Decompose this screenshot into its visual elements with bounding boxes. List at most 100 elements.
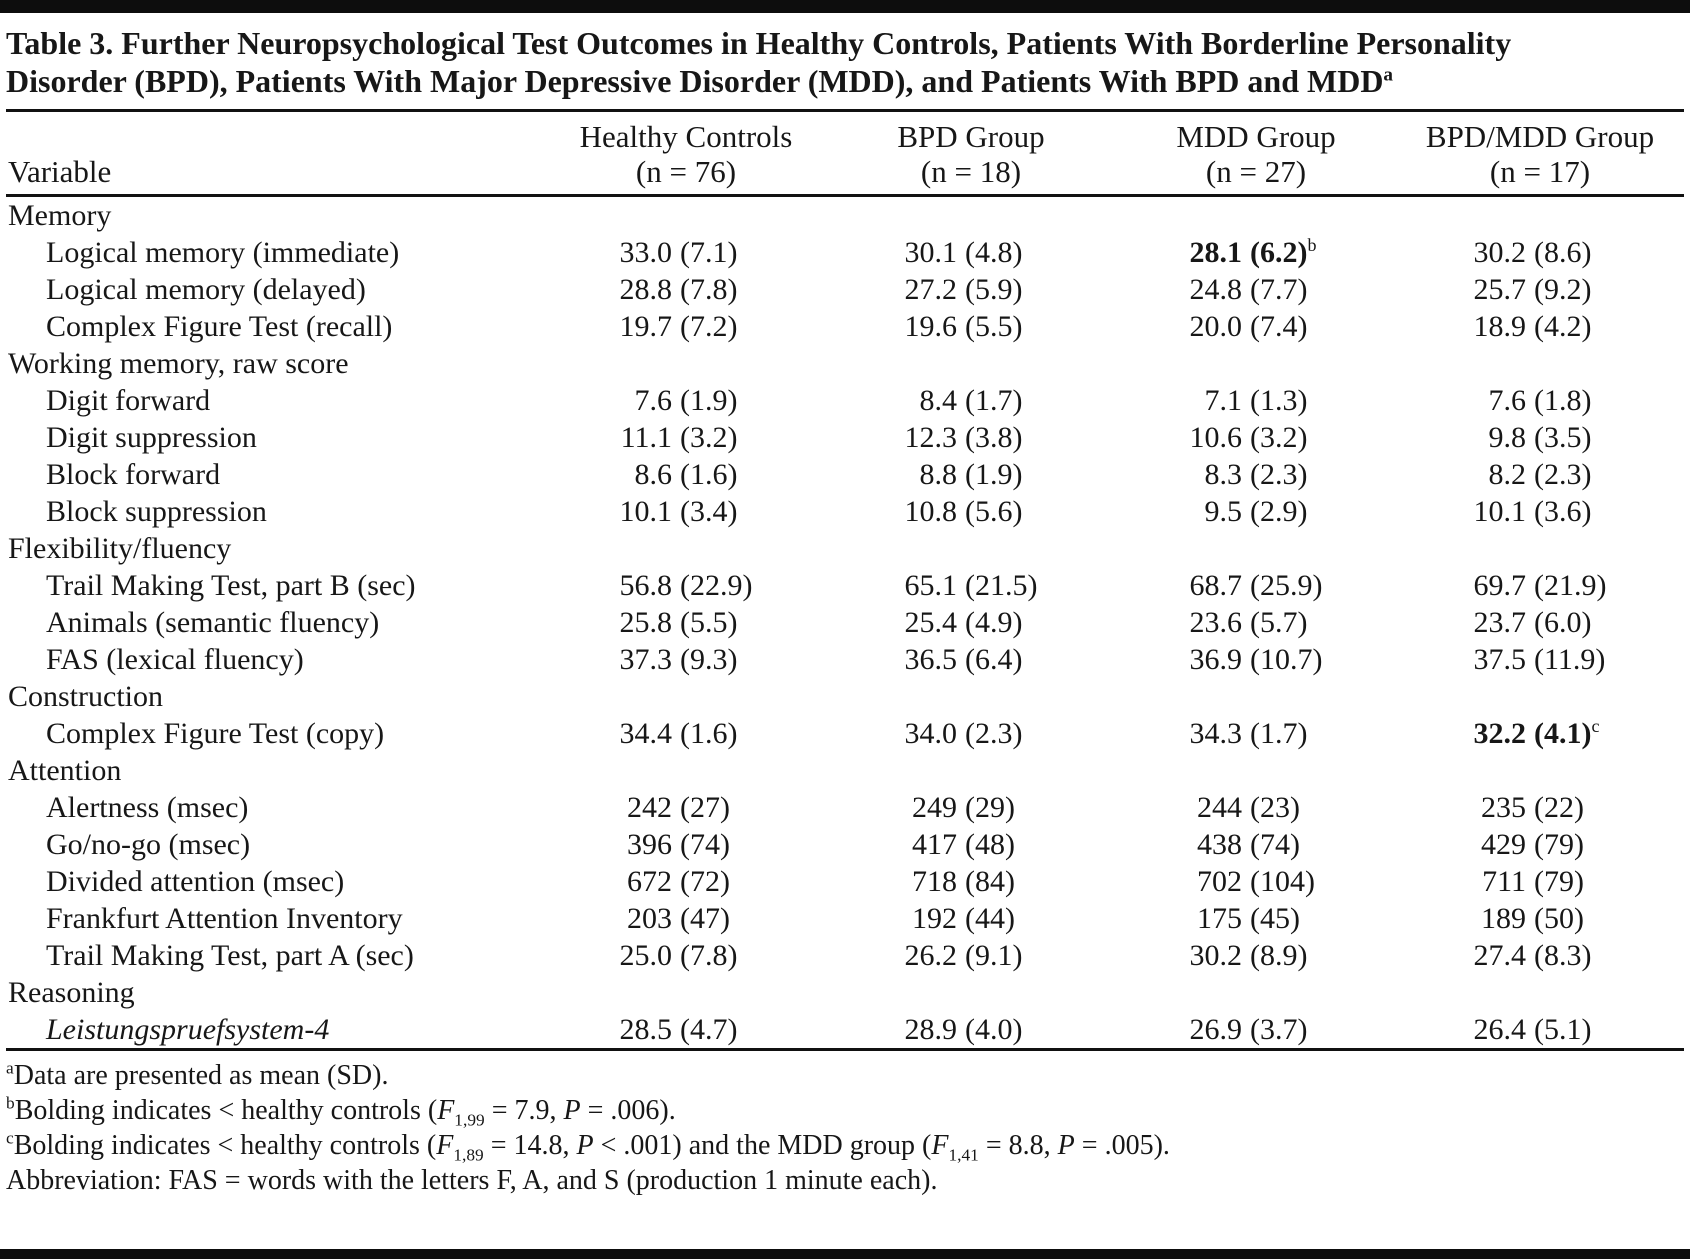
value-cell: 8.2 (2.3) — [1396, 456, 1684, 493]
value-cell: 20.0 (7.4) — [1116, 308, 1396, 345]
value-cell — [546, 530, 826, 567]
category-row: Construction — [6, 678, 1684, 715]
row-label: Trail Making Test, part A (sec) — [46, 939, 414, 972]
footnote-text: Bolding indicates < healthy controls ( — [14, 1095, 438, 1126]
mean-sd-value: 18.9 (4.2) — [1458, 310, 1622, 343]
value-cell: 438 (74) — [1116, 826, 1396, 863]
sd: (1.6) — [680, 458, 738, 491]
mean: 175 — [1197, 902, 1242, 935]
statistic-symbol: F — [931, 1130, 949, 1161]
mean: 235 — [1481, 791, 1526, 824]
sd: (2.3) — [965, 717, 1023, 750]
mean-sd-value: 9.5 (2.9) — [1174, 495, 1338, 528]
group-label: BPD Group — [897, 119, 1045, 154]
sd: (44) — [965, 902, 1015, 935]
statistic-symbol: F — [436, 1130, 454, 1161]
mean: 30.2 — [1473, 236, 1527, 269]
mean-sd-value: 10.1 (3.6) — [1458, 495, 1622, 528]
column-header-variable: Variable — [6, 110, 546, 197]
value-cell: 28.8 (7.8) — [546, 271, 826, 308]
value-cell: 34.4 (1.6) — [546, 715, 826, 752]
sd: (4.2) — [1534, 310, 1592, 343]
row-label: Complex Figure Test (recall) — [46, 310, 393, 343]
footnote-line: Abbreviation: FAS = words with the lette… — [6, 1163, 1684, 1198]
footnote-text: Data are presented as mean (SD). — [13, 1060, 389, 1091]
mean-sd-value: 235 (22) — [1458, 791, 1622, 824]
mean: 36.5 — [904, 643, 958, 676]
value-cell — [826, 530, 1116, 567]
mean: 7.6 — [634, 384, 673, 417]
mean-sd-value: 37.3 (9.3) — [604, 643, 768, 676]
mean-sd-value: 10.6 (3.2) — [1174, 421, 1338, 454]
mean-sd-value: 10.8 (5.6) — [889, 495, 1053, 528]
value-cell: 8.4 (1.7) — [826, 382, 1116, 419]
item-row: Block suppression 10.1 (3.4) 10.8 (5.6) 9.5 (2… — [6, 493, 1684, 530]
sd: (48) — [965, 828, 1015, 861]
value-cell — [1396, 530, 1684, 567]
value-cell: 672 (72) — [546, 863, 826, 900]
value-cell: 702 (104) — [1116, 863, 1396, 900]
value-cell: 429 (79) — [1396, 826, 1684, 863]
item-row: Frankfurt Attention Inventory 203 (47) 192(… — [6, 900, 1684, 937]
statistic-symbol: P — [1057, 1130, 1075, 1161]
row-label: Frankfurt Attention Inventory — [46, 902, 403, 935]
sd: (10.7) — [1250, 643, 1323, 676]
mean-sd-value: 23.7 (6.0) — [1458, 606, 1622, 639]
mean-sd-value: 19.6 (5.5) — [889, 310, 1053, 343]
sd: (79) — [1534, 865, 1584, 898]
row-label: Logical memory (immediate) — [46, 236, 400, 269]
row-label: Reasoning — [8, 976, 135, 1009]
mean-sd-value: 429 (79) — [1458, 828, 1622, 861]
value-cell — [826, 196, 1116, 235]
value-cell: 26.4 (5.1) — [1396, 1011, 1684, 1050]
mean: 242 — [627, 791, 672, 824]
value-cell: 9.5 (2.9) — [1116, 493, 1396, 530]
mean: 28.5 — [619, 1013, 673, 1046]
value-cell: 10.6 (3.2) — [1116, 419, 1396, 456]
mean: 10.8 — [904, 495, 958, 528]
value-cell: 396 (74) — [546, 826, 826, 863]
sd: (3.5) — [1534, 421, 1592, 454]
value-cell: 244 (23) — [1116, 789, 1396, 826]
group-n: (n = 76) — [635, 154, 737, 189]
item-row: Animals (semantic fluency) 25.8 (5.5) 25.4(… — [6, 604, 1684, 641]
mean: 8.2 — [1488, 458, 1527, 491]
category-row: Reasoning — [6, 974, 1684, 1011]
sd: (5.7) — [1250, 606, 1308, 639]
value-cell: 65.1 (21.5) — [826, 567, 1116, 604]
sd: (9.3) — [680, 643, 738, 676]
sd: (7.8) — [680, 273, 738, 306]
group-n: (n = 18) — [920, 154, 1022, 189]
item-row: Complex Figure Test (copy) 34.4 (1.6) 34.0(… — [6, 715, 1684, 752]
sd: (1.7) — [965, 384, 1023, 417]
value-cell: 26.9 (3.7) — [1116, 1011, 1396, 1050]
value-cell: 23.7 (6.0) — [1396, 604, 1684, 641]
item-row: Block forward 8.6 (1.6) 8.8 (1.9) 8.3 (2.3) 8.2… — [6, 456, 1684, 493]
value-cell: 36.9 (10.7) — [1116, 641, 1396, 678]
footnote-text: = 8.8, — [978, 1130, 1058, 1161]
value-cell: 32.2 (4.1)c — [1396, 715, 1684, 752]
mean: 11.1 — [620, 421, 672, 454]
sd: (5.5) — [965, 310, 1023, 343]
footnote-text: = .005). — [1074, 1130, 1170, 1161]
mean-sd-value: 8.4 (1.7) — [889, 384, 1053, 417]
mean-sd-value: 34.3 (1.7) — [1174, 717, 1338, 750]
footnote-marker: c — [6, 1128, 14, 1148]
sd: (2.3) — [1534, 458, 1592, 491]
mean: 396 — [627, 828, 672, 861]
row-label: Alertness (msec) — [46, 791, 249, 824]
mean-sd-value: 65.1 (21.5) — [889, 569, 1053, 602]
group-label: Healthy Controls — [579, 119, 793, 154]
value-cell: 711 (79) — [1396, 863, 1684, 900]
mean-sd-value: 189 (50) — [1458, 902, 1622, 935]
value-cell: 19.6 (5.5) — [826, 308, 1116, 345]
value-cell: 417 (48) — [826, 826, 1116, 863]
row-label: Block suppression — [46, 495, 267, 528]
sd: (72) — [680, 865, 730, 898]
mean: 702 — [1197, 865, 1242, 898]
mean: 9.5 — [1204, 495, 1243, 528]
category-row: Flexibility/fluency — [6, 530, 1684, 567]
mean-sd-value: 27.2 (5.9) — [889, 273, 1053, 306]
value-cell — [1116, 752, 1396, 789]
sd: (79) — [1534, 828, 1584, 861]
